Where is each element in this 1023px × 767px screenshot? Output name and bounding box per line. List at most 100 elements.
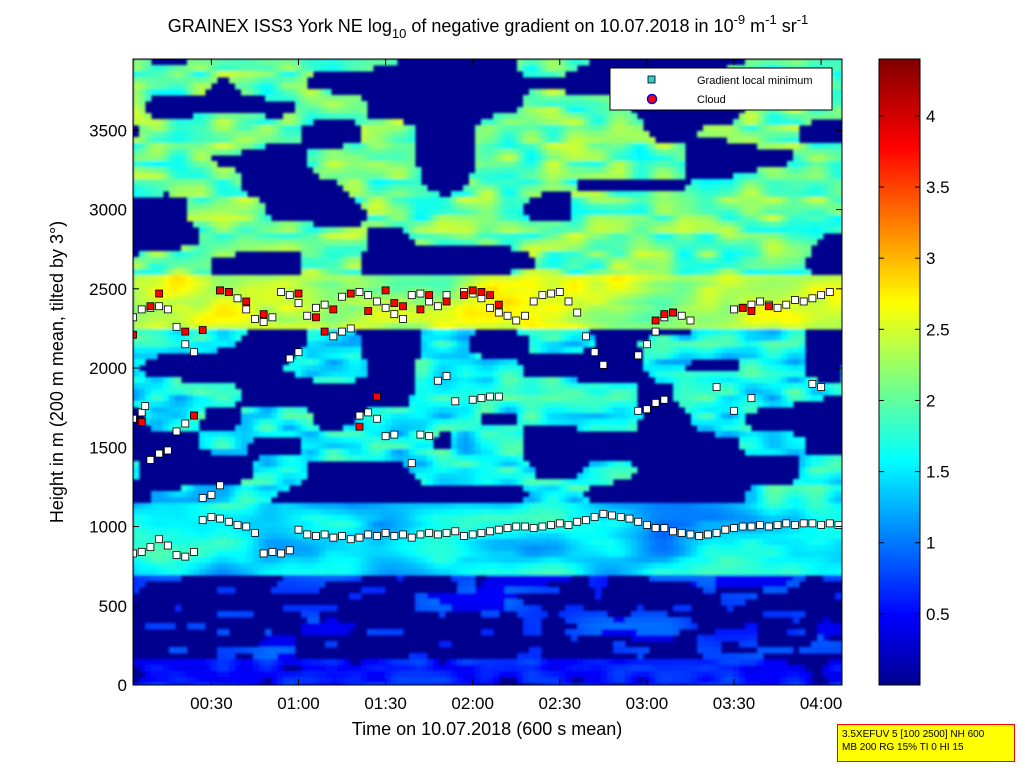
heat-cell <box>247 197 254 204</box>
heat-cell <box>319 311 326 318</box>
heat-cell <box>685 383 692 390</box>
heat-cell <box>727 275 734 282</box>
heat-cell <box>211 149 218 156</box>
heat-cell <box>415 179 422 186</box>
heat-cell <box>577 335 584 342</box>
heat-cell <box>721 413 728 420</box>
heat-cell <box>649 197 656 204</box>
heat-cell <box>133 275 140 282</box>
heat-cell <box>793 329 800 336</box>
heat-cell <box>721 347 728 354</box>
heat-cell <box>163 419 170 426</box>
heat-cell <box>529 185 536 192</box>
heat-cell <box>193 425 200 432</box>
heat-cell <box>481 191 488 198</box>
heat-cell <box>571 185 578 192</box>
heat-cell <box>385 155 392 162</box>
heat-cell <box>751 347 758 354</box>
heat-cell <box>247 293 254 300</box>
heat-cell <box>589 293 596 300</box>
heat-cell <box>739 407 746 414</box>
heat-cell <box>457 335 464 342</box>
heat-cell <box>541 323 548 330</box>
heat-cell <box>493 119 500 126</box>
heat-cell <box>721 227 728 234</box>
title-exp1: -9 <box>734 12 746 27</box>
heat-cell <box>553 251 560 258</box>
heat-cell <box>187 59 194 66</box>
heat-cell <box>745 227 752 234</box>
heat-cell <box>715 281 722 288</box>
heat-cell <box>301 317 308 324</box>
heat-cell <box>781 245 788 252</box>
heat-cell <box>733 275 740 282</box>
heat-cell <box>709 233 716 240</box>
heat-cell <box>763 131 770 138</box>
heat-cell <box>415 383 422 390</box>
heat-cell <box>463 239 470 246</box>
heat-cell <box>217 395 224 402</box>
heat-cell <box>325 95 332 102</box>
heat-cell <box>733 419 740 426</box>
chart-title: GRAINEX ISS3 York NE log10 of negative g… <box>168 12 809 41</box>
heat-cell <box>205 395 212 402</box>
heat-cell <box>787 293 794 300</box>
heat-cell <box>187 65 194 72</box>
heat-cell <box>199 263 206 270</box>
heat-cell <box>409 281 416 288</box>
heat-cell <box>151 323 158 330</box>
heat-cell <box>451 293 458 300</box>
heat-cell <box>739 215 746 222</box>
heat-cell <box>343 107 350 114</box>
heat-cell <box>259 209 266 216</box>
heat-cell <box>151 257 158 264</box>
heat-cell <box>427 371 434 378</box>
heat-cell <box>511 233 518 240</box>
heat-cell <box>289 77 296 84</box>
heat-cell <box>577 131 584 138</box>
heat-cell <box>247 113 254 120</box>
heat-cell <box>835 173 842 180</box>
heat-cell <box>493 203 500 210</box>
heat-cell <box>349 233 356 240</box>
heat-cell <box>313 281 320 288</box>
heat-cell <box>535 89 542 96</box>
heat-cell <box>289 407 296 414</box>
heat-cell <box>187 143 194 150</box>
heat-cell <box>217 209 224 216</box>
heat-cell <box>517 329 524 336</box>
heat-cell <box>517 419 524 426</box>
heat-cell <box>529 161 536 168</box>
heat-cell <box>613 281 620 288</box>
heat-cell <box>709 209 716 216</box>
heat-cell <box>709 269 716 276</box>
heat-cell <box>721 395 728 402</box>
heat-cell <box>589 215 596 222</box>
heat-cell <box>199 137 206 144</box>
heat-cell <box>451 275 458 282</box>
heat-cell <box>301 233 308 240</box>
heat-cell <box>583 161 590 168</box>
heat-cell <box>577 203 584 210</box>
heat-cell <box>637 323 644 330</box>
heat-cell <box>781 317 788 324</box>
heat-cell <box>559 383 566 390</box>
heat-cell <box>673 281 680 288</box>
heat-cell <box>607 299 614 306</box>
heat-cell <box>799 149 806 156</box>
heat-cell <box>685 323 692 330</box>
heat-cell <box>337 305 344 312</box>
heat-cell <box>835 161 842 168</box>
heat-cell <box>169 89 176 96</box>
heat-cell <box>199 293 206 300</box>
heat-cell <box>223 389 230 396</box>
heat-cell <box>361 287 368 294</box>
heat-cell <box>169 179 176 186</box>
heat-cell <box>313 149 320 156</box>
heat-cell <box>349 257 356 264</box>
heat-cell <box>223 65 230 72</box>
heat-cell <box>253 407 260 414</box>
heat-cell <box>517 275 524 282</box>
heat-cell <box>811 275 818 282</box>
heat-cell <box>253 125 260 132</box>
